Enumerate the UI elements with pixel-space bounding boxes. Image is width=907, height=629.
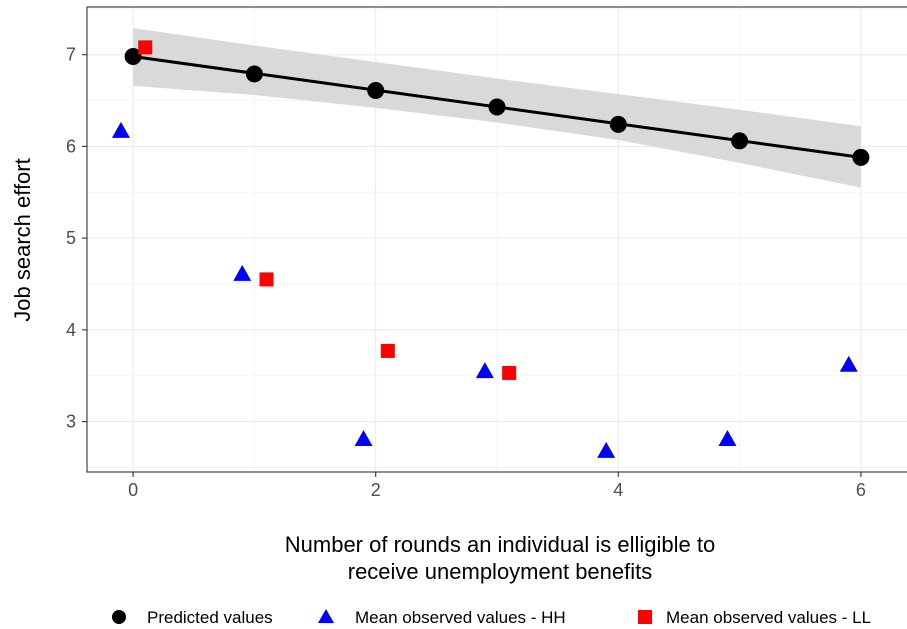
predicted-value-point: [609, 115, 627, 133]
predicted-value-point: [852, 148, 870, 166]
legend: Predicted values Mean observed values - …: [112, 608, 871, 627]
y-axis-title: Job search effort: [10, 158, 35, 321]
y-tick-label: 7: [66, 45, 76, 65]
legend-key-hh: [318, 609, 334, 623]
observed-ll-point: [502, 365, 517, 380]
observed-ll-point: [138, 40, 153, 55]
y-axis-ticks: 3 4 5 6 7: [66, 45, 87, 432]
plot-panel-border: [86, 6, 907, 473]
x-tick-label: 4: [613, 480, 623, 500]
observed-hh-point: [718, 429, 737, 446]
legend-key-predicted: [112, 610, 126, 624]
observed-ll-point: [380, 343, 395, 358]
legend-key-ll: [638, 610, 652, 624]
legend-label-predicted: Predicted values: [147, 608, 273, 627]
observed-ll-point: [259, 272, 274, 287]
observed-hh-point: [839, 355, 858, 372]
x-tick-label: 2: [371, 480, 381, 500]
legend-label-hh: Mean observed values - HH: [355, 608, 566, 627]
data-points: [111, 40, 870, 458]
observed-hh-point: [475, 362, 494, 379]
observed-hh-point: [111, 121, 130, 138]
observed-hh-point: [354, 429, 373, 446]
x-axis-title-line-2: receive unemployment benefits: [348, 559, 653, 584]
y-tick-label: 4: [66, 320, 76, 340]
predicted-value-point: [245, 65, 263, 83]
x-tick-label: 6: [856, 480, 866, 500]
observed-hh-point: [233, 264, 252, 281]
x-tick-label: 0: [128, 480, 138, 500]
y-tick-label: 6: [66, 136, 76, 156]
predicted-value-point: [367, 81, 385, 99]
x-axis-title-line-1: Number of rounds an individual is elligi…: [285, 532, 715, 557]
predicted-value-point: [731, 132, 749, 150]
observed-hh-point: [597, 441, 616, 458]
legend-label-ll: Mean observed values - LL: [666, 608, 871, 627]
grid-minor: [87, 7, 907, 472]
y-tick-label: 3: [66, 412, 76, 432]
x-axis-ticks: 0 2 4 6: [128, 472, 866, 500]
y-tick-label: 5: [66, 228, 76, 248]
predicted-value-point: [488, 98, 506, 116]
predicted-value-point: [124, 48, 142, 66]
